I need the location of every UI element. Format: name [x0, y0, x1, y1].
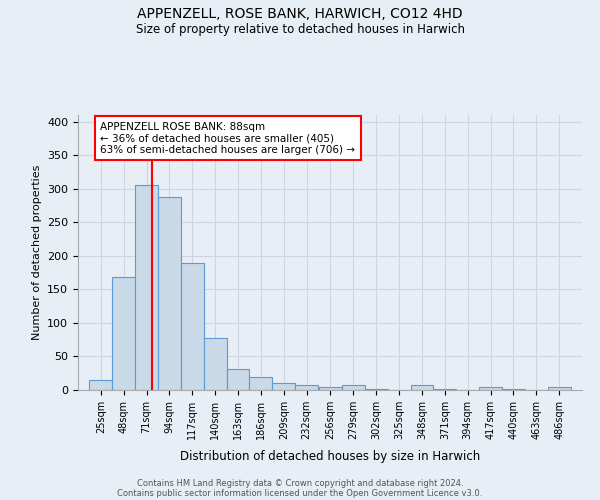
Text: Size of property relative to detached houses in Harwich: Size of property relative to detached ho… [136, 22, 464, 36]
Bar [135, 186, 158, 390]
Bar [227, 368, 250, 390]
Text: APPENZELL, ROSE BANK, HARWICH, CO12 4HD: APPENZELL, ROSE BANK, HARWICH, CO12 4HD [137, 8, 463, 22]
Bar [479, 386, 502, 390]
Text: Contains public sector information licensed under the Open Government Licence v3: Contains public sector information licen… [118, 488, 482, 498]
Bar [342, 384, 365, 390]
Bar [548, 386, 571, 390]
Text: Contains HM Land Registry data © Crown copyright and database right 2024.: Contains HM Land Registry data © Crown c… [137, 478, 463, 488]
X-axis label: Distribution of detached houses by size in Harwich: Distribution of detached houses by size … [180, 450, 480, 463]
Y-axis label: Number of detached properties: Number of detached properties [32, 165, 41, 340]
Bar [502, 388, 525, 390]
Bar [250, 376, 272, 390]
Bar [365, 388, 388, 390]
Text: APPENZELL ROSE BANK: 88sqm
← 36% of detached houses are smaller (405)
63% of sem: APPENZELL ROSE BANK: 88sqm ← 36% of deta… [100, 122, 355, 155]
Bar [158, 197, 181, 390]
Bar [319, 386, 342, 390]
Bar [295, 384, 318, 390]
Bar [204, 338, 227, 390]
Bar [112, 278, 135, 390]
Bar [410, 384, 433, 390]
Bar [433, 388, 456, 390]
Bar [89, 380, 112, 390]
Bar [181, 262, 204, 390]
Bar [272, 384, 295, 390]
